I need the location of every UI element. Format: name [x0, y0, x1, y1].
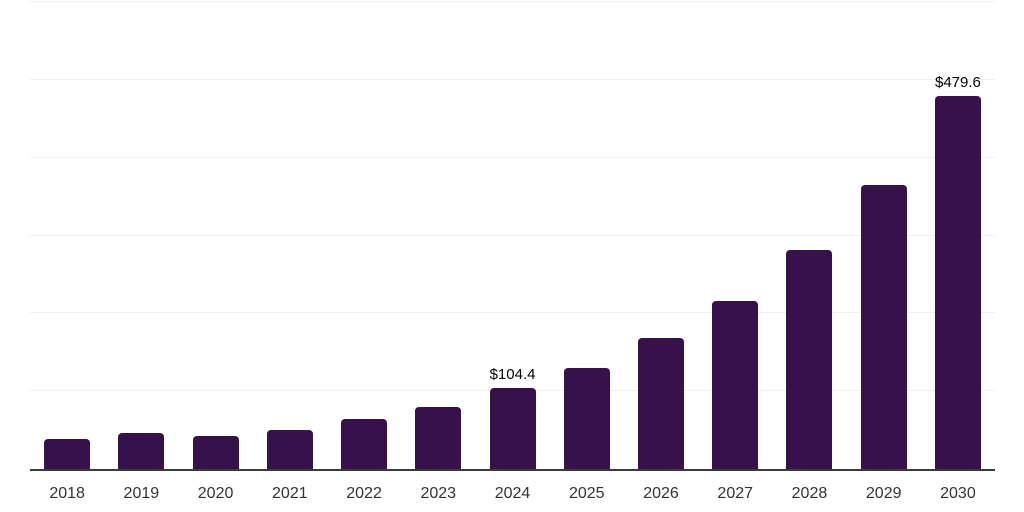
bar-2018: [44, 439, 91, 469]
x-label-2018: 2018: [49, 485, 85, 502]
gridline-200: [30, 312, 995, 314]
value-label-2024: $104.4: [489, 365, 536, 383]
bar-slot-2030: $479.6: [921, 2, 995, 469]
x-label-2022: 2022: [346, 485, 382, 502]
x-label-2024: 2024: [494, 485, 531, 502]
x-label-2030: 2030: [940, 485, 976, 502]
bar-2029: [860, 184, 907, 469]
bar-slot-2026: [624, 2, 698, 469]
bar-slot-2024: $104.4: [475, 2, 549, 469]
bar-slot-2023: [401, 2, 475, 469]
bar-2028: [786, 250, 833, 469]
x-label-2023: 2023: [420, 485, 457, 502]
bar-slot-2021: [253, 2, 327, 469]
bar-slot-2029: [847, 2, 921, 469]
gridline-400: [30, 156, 995, 158]
x-label-2027: 2027: [717, 485, 754, 502]
bar-slot-2027: [698, 2, 772, 469]
bar-2020: [192, 436, 239, 469]
plot-area: $104.4 $479.6: [30, 1, 995, 471]
bar-slot-2022: [327, 2, 401, 469]
x-label-2029: 2029: [865, 485, 902, 502]
gridline-300: [30, 234, 995, 236]
value-label-2030: $479.6: [934, 73, 981, 91]
x-label-2026: 2026: [643, 485, 679, 502]
bar-2023: [415, 406, 462, 469]
bar-2019: [118, 432, 165, 469]
bar-2021: [266, 430, 313, 469]
bar-2022: [341, 419, 388, 469]
bar-slot-2020: [178, 2, 252, 469]
bar-slot-2028: [772, 2, 846, 469]
bar-slot-2018: [30, 2, 104, 469]
x-label-2021: 2021: [272, 485, 308, 502]
x-label-2028: 2028: [791, 485, 828, 502]
gridline-600: [30, 1, 995, 2]
bar-2030: [934, 95, 981, 469]
x-label-2019: 2019: [123, 485, 160, 502]
bar-2025: [563, 367, 610, 469]
gridline-500: [30, 78, 995, 80]
x-axis: 2018 2019 2020 2021 2022 2023 2024 2025 2026 2027…: [30, 485, 995, 503]
bar-slot-2019: [104, 2, 178, 469]
bar-2026: [637, 337, 684, 469]
bars-container: $104.4 $479.6: [30, 2, 995, 469]
x-label-2025: 2025: [568, 485, 605, 502]
bar-2027: [712, 300, 759, 469]
bar-slot-2025: [550, 2, 624, 469]
x-label-2020: 2020: [197, 485, 234, 502]
bar-2024: [489, 387, 536, 469]
